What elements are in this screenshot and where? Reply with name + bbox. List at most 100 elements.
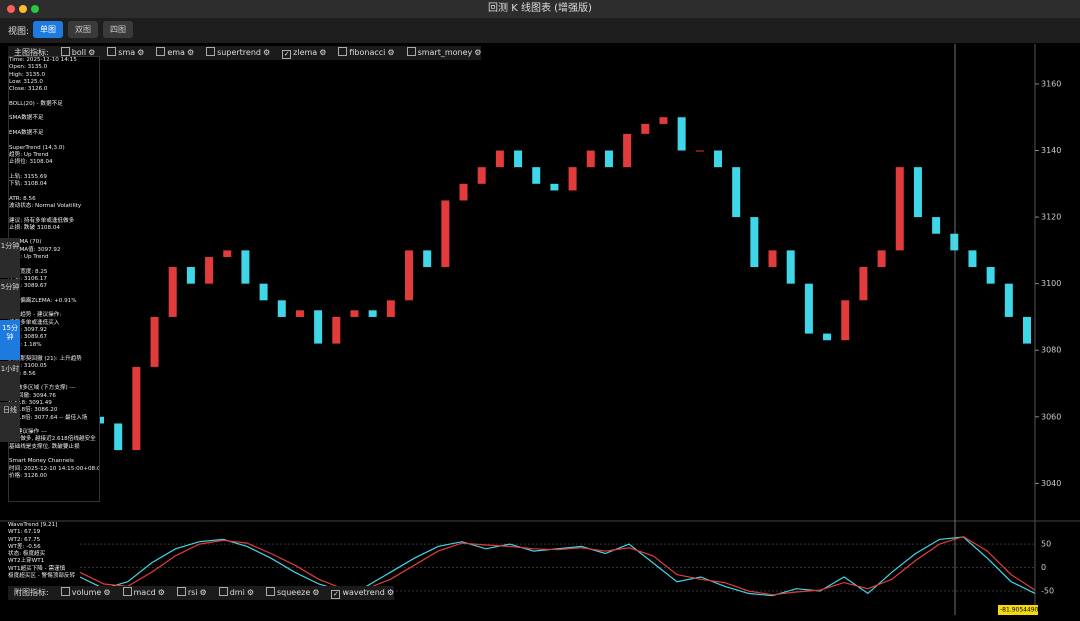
- settings-icon[interactable]: ⚙: [263, 48, 271, 57]
- indicator-toggle[interactable]: fibonacci ⚙: [332, 47, 395, 57]
- info-panel: Time: 2025-12-10 14:15 Open: 3135.0 High: …: [8, 56, 100, 502]
- checkbox[interactable]: [206, 47, 216, 56]
- candle-body: [477, 167, 486, 184]
- y-tick-label: 3140: [1041, 146, 1061, 155]
- info-line: BOLL(20) - 数据不足: [9, 100, 63, 107]
- candle-body: [132, 366, 141, 451]
- checkbox[interactable]: [218, 587, 228, 596]
- indicator-toggle[interactable]: squeeze ⚙: [260, 587, 320, 597]
- timeframe-tab[interactable]: 1分钟: [0, 238, 20, 278]
- checkbox[interactable]: [60, 47, 70, 56]
- info-line: [9, 137, 99, 144]
- checkbox[interactable]: [107, 47, 117, 56]
- candle-body: [786, 250, 795, 284]
- indicator-toggle[interactable]: ✓ wavetrend ⚙: [325, 588, 395, 599]
- timeframe-tab[interactable]: 5分钟: [0, 279, 20, 319]
- info-line: Smart Money Channels: [9, 458, 74, 465]
- indicator-toggle[interactable]: supertrend ⚙: [200, 47, 271, 57]
- checkbox[interactable]: [338, 47, 348, 56]
- indicator-toggle[interactable]: sma ⚙: [101, 47, 145, 57]
- view-button[interactable]: 单图: [33, 21, 63, 38]
- info-line: 偏离: 1.18%: [9, 341, 42, 348]
- wave-line: [79, 535, 1036, 596]
- info-line: WaveTrend [9,21]: [8, 522, 58, 528]
- info-line: 止损位: 3108.04: [9, 159, 53, 166]
- candle-body: [532, 167, 541, 184]
- candle-body: [932, 217, 941, 234]
- info-line: --- 建议操作 ---: [9, 429, 48, 436]
- info-line: WT1: 67.19: [8, 529, 41, 536]
- checkbox[interactable]: [122, 587, 132, 596]
- settings-icon[interactable]: ⚙: [387, 48, 395, 57]
- candle-body: [168, 267, 177, 317]
- candle-body: [586, 150, 595, 168]
- bar-label: 附图指标:: [14, 588, 49, 597]
- checkbox[interactable]: ✓: [331, 590, 341, 599]
- checkbox[interactable]: [406, 47, 416, 56]
- info-line: 价格偏离ZLEMA: +0.91%: [9, 297, 77, 304]
- info-line: [9, 166, 99, 173]
- info-line: High: 3135.0: [9, 71, 46, 78]
- info-line: 斐波那契回撤 (21): 上升趋势: [9, 356, 82, 363]
- candle-body: [659, 117, 668, 124]
- timeframe-tab[interactable]: 日线: [0, 402, 20, 442]
- indicator-toggle[interactable]: ✓ zlema ⚙: [276, 48, 327, 59]
- info-line: 波动状态: Normal Volatility: [9, 202, 82, 209]
- info-line: 上升趋势 - 建议操作:: [9, 312, 62, 319]
- candle-body: [314, 310, 323, 344]
- checkbox[interactable]: [60, 587, 70, 596]
- info-line: 止损: 3089.67: [9, 334, 47, 341]
- info-line: 基础线是支撑位, 跌破要止损: [9, 443, 80, 450]
- settings-icon[interactable]: ⚙: [103, 588, 111, 597]
- info-line: ATR: 8.56: [9, 370, 36, 377]
- indicator-toggle[interactable]: ema ⚙: [150, 47, 195, 57]
- info-line: [9, 451, 99, 458]
- timeframe-tab[interactable]: 15分钟: [0, 320, 20, 360]
- info-line: Close: 3126.0: [9, 86, 48, 93]
- view-button[interactable]: 四图: [103, 21, 133, 38]
- candle-body: [750, 217, 759, 268]
- info-line: 时间: 2025-12-10 14:15:00+08:00: [9, 465, 100, 472]
- indicator-toggle[interactable]: rsi ⚙: [171, 587, 207, 597]
- settings-icon[interactable]: ⚙: [199, 588, 207, 597]
- info-line: 支撑: 3097.92: [9, 326, 47, 333]
- settings-icon[interactable]: ⚙: [157, 588, 165, 597]
- minimize-button[interactable]: [19, 5, 27, 13]
- info-line: [9, 291, 99, 298]
- y-tick-label: 3080: [1041, 346, 1061, 355]
- settings-icon[interactable]: ⚙: [186, 48, 195, 57]
- timeframe-tab[interactable]: 1小时: [0, 361, 20, 401]
- checkbox[interactable]: [265, 587, 275, 596]
- indicator-toggle[interactable]: volume ⚙: [55, 587, 111, 597]
- info-line: ATR: 8.56: [9, 195, 36, 202]
- indicator-toggle[interactable]: smart_money ⚙: [401, 47, 482, 57]
- indicator-toggle[interactable]: boll ⚙: [55, 47, 96, 57]
- y-tick-label: 3040: [1041, 479, 1061, 488]
- window-title: 回测 K 线图表 (增强版): [488, 3, 592, 14]
- settings-icon[interactable]: ⚙: [474, 48, 482, 57]
- checkbox[interactable]: [176, 587, 186, 596]
- checkbox[interactable]: [156, 47, 166, 56]
- settings-icon[interactable]: ⚙: [312, 588, 320, 597]
- candle-body: [768, 250, 777, 268]
- zoom-button[interactable]: [31, 5, 39, 13]
- y-tick-label: 3120: [1041, 213, 1061, 222]
- candle-body: [568, 167, 577, 191]
- close-button[interactable]: [7, 5, 15, 13]
- indicator-toggle[interactable]: macd ⚙: [117, 587, 165, 597]
- indicator-name: boll: [71, 48, 87, 57]
- checkbox[interactable]: ✓: [282, 50, 292, 59]
- indicator-toggle[interactable]: dmi ⚙: [213, 587, 254, 597]
- view-button[interactable]: 双图: [68, 21, 98, 38]
- settings-icon[interactable]: ⚙: [88, 48, 96, 57]
- info-line: ZLEMA值: 3097.92: [9, 246, 61, 253]
- info-line: 高点: 3100.05: [9, 363, 47, 370]
- settings-icon[interactable]: ⚙: [386, 588, 395, 597]
- info-line: 0.618: 3091.49: [9, 399, 52, 406]
- title-bar: 回测 K 线图表 (增强版): [0, 0, 1080, 18]
- settings-icon[interactable]: ⚙: [246, 588, 254, 597]
- settings-icon[interactable]: ⚙: [319, 48, 327, 57]
- settings-icon[interactable]: ⚙: [137, 48, 145, 57]
- y-tick-label: 3160: [1041, 79, 1061, 88]
- info-line: 状态: 极度超买: [8, 551, 46, 558]
